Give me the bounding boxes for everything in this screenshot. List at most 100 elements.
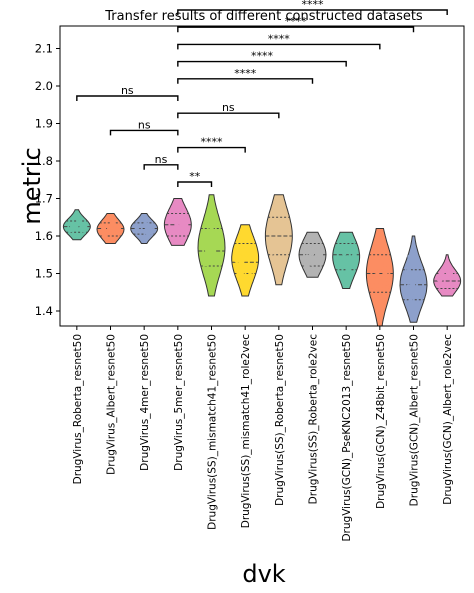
significance-label: **** <box>302 0 325 11</box>
x-tick-label: DrugVirus(GCN)_Albert_role2vec <box>442 334 454 505</box>
data-point <box>416 279 421 284</box>
data-point <box>203 261 208 267</box>
data-point <box>283 220 288 226</box>
data-point <box>178 229 184 235</box>
significance-bracket: **** <box>177 50 347 67</box>
significance-bracket: **** <box>177 15 415 33</box>
bracket-line <box>177 146 246 153</box>
x-tick-label: DrugVirus(SS)_mismatch41_role2vec <box>240 334 252 528</box>
data-point <box>338 248 344 254</box>
data-point <box>304 259 309 264</box>
data-point <box>382 262 388 268</box>
data-point <box>303 264 309 269</box>
x-tick-label: DrugVirus(SS)_mismatch41_resnet50 <box>207 334 219 530</box>
y-tick-label: 2.0 <box>35 79 53 93</box>
data-point <box>447 281 452 286</box>
data-point <box>234 258 239 263</box>
y-tick-label: 1.5 <box>35 267 53 281</box>
data-point <box>178 221 184 226</box>
data-point <box>81 228 86 233</box>
data-point <box>246 250 251 255</box>
data-point <box>345 255 350 260</box>
bracket-line <box>143 164 179 170</box>
data-point <box>209 226 214 231</box>
data-point <box>410 294 415 299</box>
x-tick-label: DrugVirus(SS)_Roberta_role2vec <box>308 334 320 505</box>
significance-label: ** <box>189 170 201 183</box>
x-tick-label: DrugVirus_5mer_resnet50 <box>173 334 185 471</box>
data-point <box>273 218 278 224</box>
significance-label: ns <box>138 118 151 131</box>
significance-bracket: ns <box>143 153 179 170</box>
data-point <box>375 287 380 292</box>
data-point <box>342 249 347 254</box>
data-point <box>239 245 244 250</box>
violin-points <box>436 266 456 286</box>
data-point <box>269 223 275 228</box>
data-point <box>344 260 350 265</box>
data-point <box>278 226 284 231</box>
bracket-line <box>177 181 213 187</box>
plot-area: ** ns **** ns ns ns **** **** **** **** **** <box>62 0 462 327</box>
violin-5 <box>231 224 260 297</box>
x-tick-label: DrugVirus_Roberta_resnet50 <box>72 334 84 484</box>
data-point <box>340 265 345 270</box>
data-point <box>406 268 412 273</box>
data-point <box>74 223 79 228</box>
y-tick-label: 1.6 <box>35 229 53 243</box>
data-point <box>407 271 413 277</box>
violin-points <box>369 262 391 302</box>
x-tick-label: DrugVirus(SS)_Roberta_resnet50 <box>274 334 286 506</box>
data-point <box>149 230 154 235</box>
y-tick-label: 1.9 <box>35 117 53 131</box>
significance-label: ns <box>222 101 235 114</box>
data-point <box>214 261 219 266</box>
data-point <box>205 248 210 253</box>
data-point <box>440 268 445 273</box>
x-axis: DrugVirus_Roberta_resnet50 DrugVirus_Albe… <box>72 326 454 542</box>
data-point <box>108 227 114 232</box>
data-point <box>116 224 121 229</box>
data-point <box>110 221 115 226</box>
violin-points <box>336 248 357 277</box>
violin-points <box>133 221 154 236</box>
data-point <box>417 274 422 279</box>
violin-points <box>68 220 88 233</box>
data-point <box>210 232 216 237</box>
significance-bracket: ns <box>109 118 179 136</box>
bracket-line <box>177 112 280 119</box>
data-point <box>383 281 389 286</box>
x-tick-label: DrugVirus(GCN)_PseKNC2013_resnet50 <box>341 334 353 542</box>
data-point <box>419 287 424 292</box>
data-point <box>274 230 279 236</box>
violin-points <box>269 209 288 255</box>
data-point <box>412 279 417 284</box>
plot-frame <box>59 25 465 327</box>
data-point <box>205 212 210 217</box>
data-point <box>173 216 178 222</box>
data-point <box>102 233 107 239</box>
y-tick-label: 1.8 <box>35 154 53 168</box>
data-point <box>407 254 412 260</box>
data-point <box>310 248 315 253</box>
x-tick-label: DrugVirus_Albert_resnet50 <box>106 334 118 475</box>
data-point <box>440 272 446 278</box>
data-point <box>377 267 382 272</box>
data-point <box>385 274 391 279</box>
significance-label: **** <box>251 50 274 63</box>
significance-bracket: **** <box>177 136 246 153</box>
y-axis: 1.4 1.5 1.6 1.7 1.8 1.9 2.0 2.1 <box>35 42 60 318</box>
data-point <box>214 251 220 257</box>
violin-3 <box>163 198 192 246</box>
significance-label: **** <box>234 67 257 80</box>
data-point <box>436 277 441 282</box>
data-point <box>213 267 218 273</box>
data-point <box>369 284 375 289</box>
violin-points <box>234 245 254 277</box>
data-point <box>208 249 214 254</box>
bracket-line <box>109 129 179 136</box>
data-point <box>135 227 140 233</box>
data-point <box>411 283 416 288</box>
data-point <box>215 241 221 246</box>
significance-bracket: **** <box>177 32 381 50</box>
